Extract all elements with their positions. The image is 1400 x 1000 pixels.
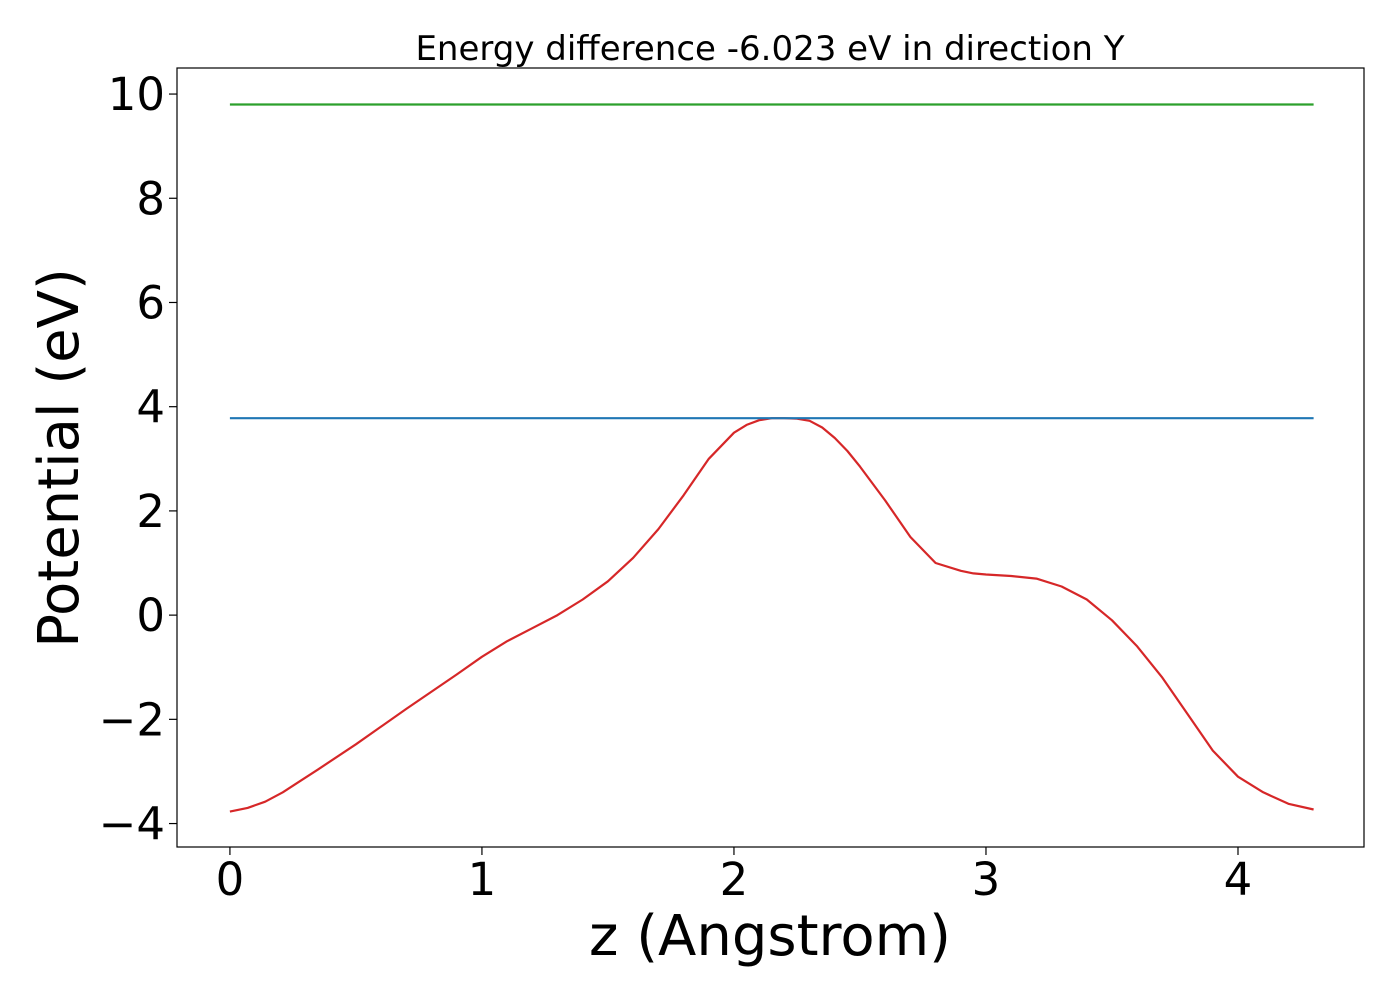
x-axis: 0 1 2 3 4 (216, 847, 1253, 906)
y-tick-label: 2 (136, 485, 165, 538)
x-tick-label: 4 (1224, 853, 1253, 906)
chart-title: Energy difference -6.023 eV in direction… (415, 29, 1124, 69)
y-tick-label: −2 (99, 693, 165, 746)
y-tick-label: 8 (136, 172, 165, 225)
potential-curve (229, 417, 1314, 813)
x-tick-label: 1 (468, 853, 497, 906)
series-layer (229, 103, 1314, 813)
x-tick-label: 3 (972, 853, 1001, 906)
y-tick-label: −4 (99, 798, 165, 851)
y-tick-label: 4 (136, 381, 165, 434)
y-axis: −4 −2 0 2 4 6 8 10 (99, 68, 177, 851)
y-tick-label: 0 (136, 589, 165, 642)
plot-frame (176, 67, 1365, 848)
x-tick-label: 2 (720, 853, 749, 906)
y-tick-label: 10 (108, 68, 165, 121)
y-tick-label: 6 (136, 276, 165, 329)
x-axis-label: z (Angstrom) (589, 904, 951, 969)
y-axis-label: Potential (eV) (27, 268, 92, 648)
x-tick-label: 0 (216, 853, 245, 906)
